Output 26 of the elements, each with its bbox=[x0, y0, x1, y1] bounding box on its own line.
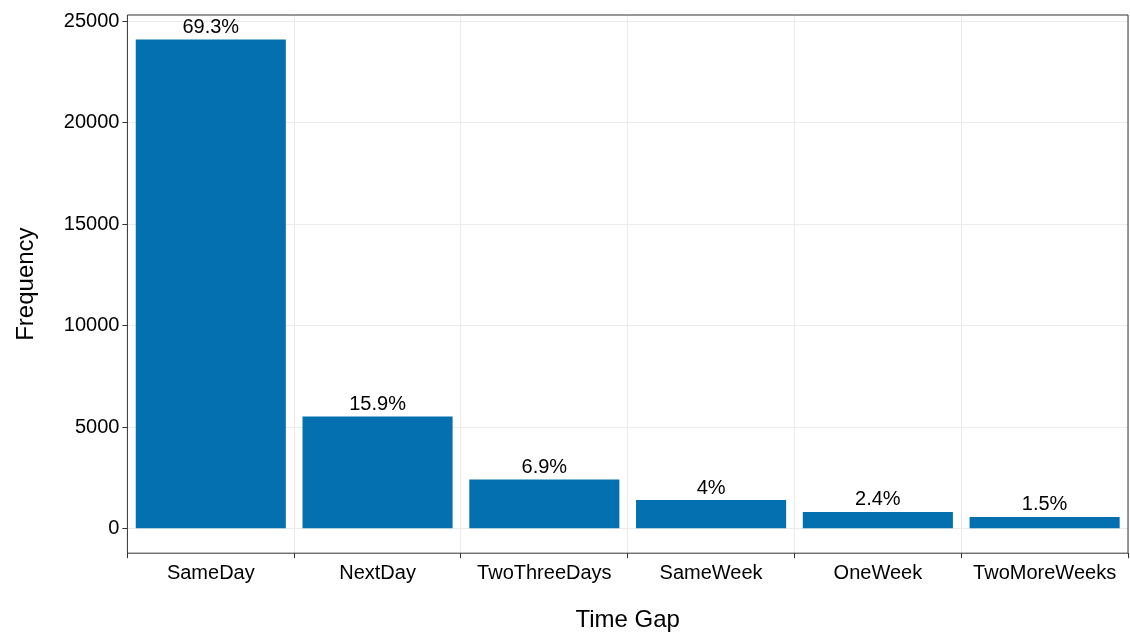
bar bbox=[802, 511, 953, 529]
annotation: 6.9% bbox=[521, 454, 568, 477]
annotation: 69.3% bbox=[182, 14, 240, 37]
annotation: 2.4% bbox=[855, 487, 901, 510]
y-tick-label: 20000 bbox=[63, 110, 120, 133]
x-tick-label: NextDay bbox=[339, 560, 416, 583]
x-tick-label: TwoMoreWeeks bbox=[973, 560, 1117, 583]
bar bbox=[135, 39, 286, 529]
y-tick-label: 10000 bbox=[63, 313, 120, 336]
annotation: 15.9% bbox=[349, 391, 407, 414]
annotation: 1.5% bbox=[1021, 492, 1068, 515]
bar bbox=[969, 516, 1120, 529]
y-axis-title: Frequency bbox=[11, 227, 39, 341]
x-tick-label: SameWeek bbox=[659, 560, 764, 583]
bar bbox=[636, 500, 787, 529]
bar bbox=[469, 479, 620, 529]
y-tick-label: 25000 bbox=[63, 8, 120, 31]
x-axis-title: Time Gap bbox=[575, 605, 680, 633]
x-tick-label: OneWeek bbox=[833, 560, 924, 583]
bar bbox=[302, 416, 453, 529]
y-tick-label: 0 bbox=[108, 516, 120, 539]
x-tick-label: SameDay bbox=[166, 560, 255, 583]
y-tick-label: 5000 bbox=[74, 414, 120, 437]
annotation: 4% bbox=[696, 475, 726, 498]
x-tick-label: TwoThreeDays bbox=[477, 560, 612, 583]
y-tick-label: 15000 bbox=[63, 211, 120, 234]
